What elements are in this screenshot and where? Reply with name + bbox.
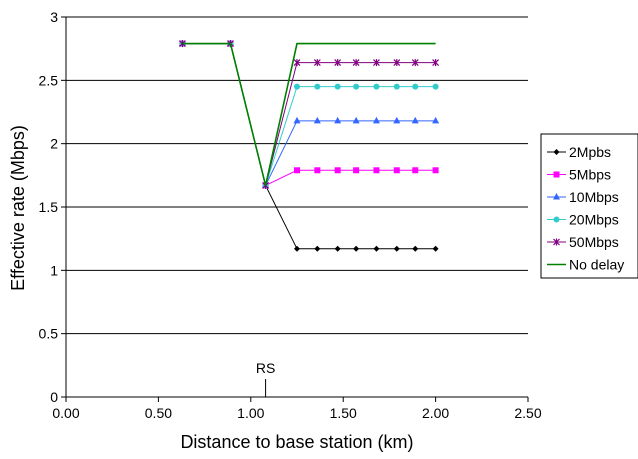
data-point [294,84,300,90]
data-point [353,246,359,252]
data-point [433,167,439,173]
legend-label: 20Mbps [569,212,619,228]
annotation: RS [256,360,275,397]
y-tick-label: 0 [50,389,58,405]
legend-label: 50Mbps [569,234,619,250]
x-tick-label: 0.50 [145,405,172,421]
data-point [335,84,341,90]
data-point [433,84,439,90]
data-point [373,167,379,173]
data-point [373,246,379,252]
data-point [334,117,341,124]
series-line [182,44,435,186]
legend-label: 10Mbps [569,189,619,205]
x-tick-label: 2.50 [514,405,541,421]
series-line [182,44,435,249]
x-axis-title: Distance to base station (km) [180,432,413,452]
data-point [394,167,400,173]
data-point [314,167,320,173]
legend: 2Mpbs 5Mbps 10Mbps 20Mbps 50Mbps No delay [541,134,638,278]
data-point [335,246,341,252]
y-tick-label: 2.5 [39,72,59,88]
data-point [294,246,300,252]
data-point [373,117,380,124]
series-line [182,44,435,186]
data-point [432,117,439,124]
data-point [314,246,320,252]
data-point [412,167,418,173]
y-tick-label: 0.5 [39,326,59,342]
series-line [182,44,435,186]
data-point [433,246,439,252]
legend-label: No delay [569,257,624,273]
rs-label: RS [256,360,275,376]
series-line [182,44,435,186]
data-point [353,117,360,124]
x-tick-label: 0.00 [52,405,79,421]
data-point [335,167,341,173]
data-point [294,167,300,173]
data-point [314,84,320,90]
data-point [314,117,321,124]
data-point [373,84,379,90]
legend-marker [554,172,560,178]
data-point [394,246,400,252]
legend-marker [554,217,560,223]
y-tick-label: 3 [50,9,58,25]
series-10mbps [179,40,439,188]
series-line [182,44,435,186]
data-point [412,117,419,124]
y-tick-label: 2 [50,136,58,152]
data-point [412,84,418,90]
data-point [353,84,359,90]
data-point [294,117,301,124]
x-tick-label: 2.00 [422,405,449,421]
series-layer [179,40,439,252]
x-tick-label: 1.50 [330,405,357,421]
y-tick-label: 1.5 [39,199,59,215]
data-point [412,246,418,252]
data-point [393,117,400,124]
y-axis-title: Effective rate (Mbps) [8,125,28,291]
data-point [353,167,359,173]
data-point [394,84,400,90]
x-tick-label: 1.00 [237,405,264,421]
legend-label: 5Mbps [569,167,611,183]
legend-label: 2Mpbs [569,144,611,160]
series-50mbps [179,40,438,189]
y-tick-label: 1 [50,262,58,278]
series-no-delay [182,44,435,186]
series-2mpbs [179,41,438,252]
